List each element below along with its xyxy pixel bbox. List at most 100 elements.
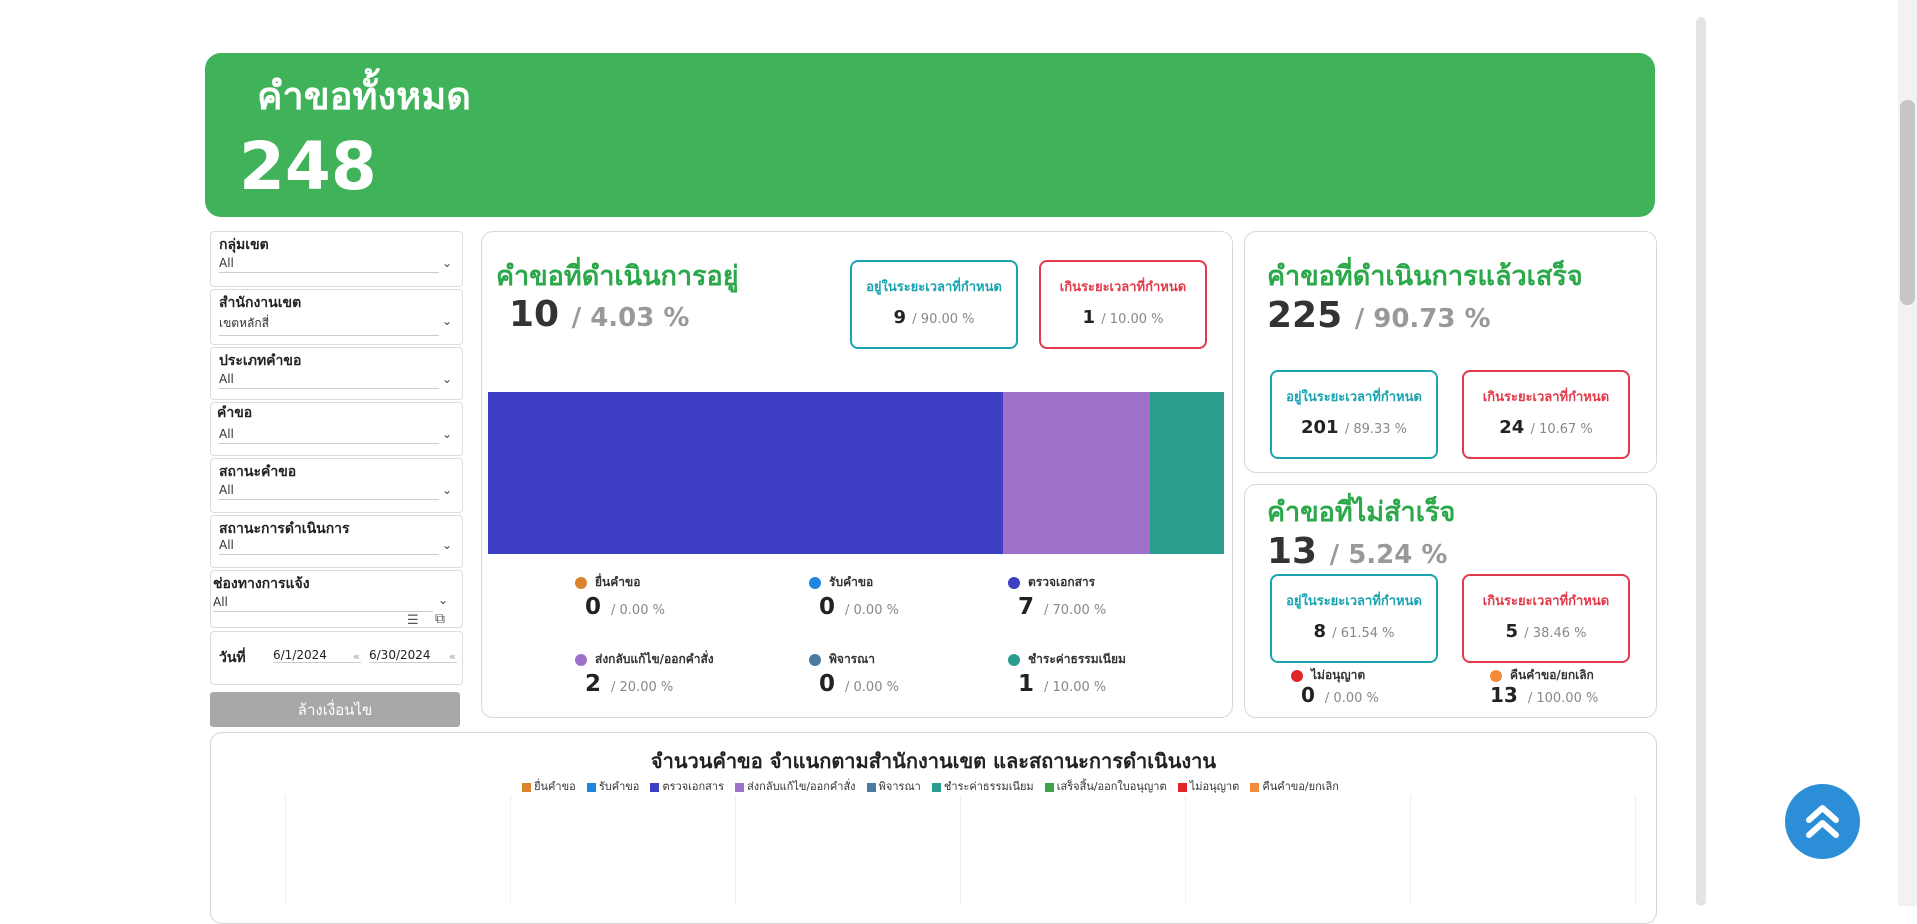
kpi-label: เกินระยะเวลาที่กำหนด — [1482, 594, 1610, 609]
filter-district-office[interactable]: สำนักงานเขต เขตหลักสี่ ⌄ — [210, 289, 463, 345]
chevron-down-icon[interactable]: ⌄ — [441, 483, 452, 497]
filter-channel[interactable]: ช่องทางการแจ้ง All ⌄ ☰ ⧉ — [210, 570, 463, 628]
bar-segment-fee-payment[interactable] — [1150, 392, 1224, 554]
legend-value: 0 / 0.00 % — [819, 594, 899, 620]
chart-legend-item[interactable]: เสร็จสิ้น/ออกใบอนุญาต — [1044, 777, 1167, 795]
chevron-down-icon[interactable]: ⌄ — [441, 538, 452, 552]
completed-title: คำขอที่ดำเนินการแล้วเสร็จ — [1267, 261, 1583, 292]
total-requests-card: คำขอทั้งหมด 248 — [205, 53, 1655, 217]
legend-value: 13 / 100.00 % — [1490, 683, 1598, 707]
failed-over-card: เกินระยะเวลาที่กำหนด 5 / 38.46 % — [1462, 574, 1630, 663]
filter-icon[interactable]: ☰ — [407, 613, 419, 628]
filter-district-group[interactable]: กลุ่มเขต All ⌄ — [210, 231, 463, 287]
legend-receive: รับคำขอ 0 / 0.00 % — [809, 572, 899, 620]
legend-value: 2 / 20.00 % — [585, 671, 673, 697]
legend-dot — [1008, 653, 1020, 666]
filter-date[interactable]: วันที่ 6/1/2024 « 6/30/2024 « — [210, 631, 463, 685]
district-status-chart: จำนวนคำขอ จำแนกตามสำนักงานเขต และสถานะกา… — [210, 732, 1657, 924]
kpi-label: เกินระยะเวลาที่กำหนด — [1059, 280, 1187, 295]
chart-legend-item[interactable]: ตรวจเอกสาร — [650, 777, 724, 795]
filter-label: สำนักงานเขต — [219, 295, 302, 311]
legend-submit: ยื่นคำขอ 0 / 0.00 % — [575, 572, 665, 620]
legend-dot — [809, 576, 821, 589]
chart-legend-item[interactable]: พิจารณา — [866, 777, 921, 795]
legend-consider: พิจารณา 0 / 0.00 % — [809, 649, 899, 697]
report-scrollbar[interactable] — [1696, 17, 1706, 906]
bar-segment-returned[interactable] — [1003, 392, 1150, 554]
kpi-label: เกินระยะเวลาที่กำหนด — [1482, 390, 1610, 405]
chart-title: จำนวนคำขอ จำแนกตามสำนักงานเขต และสถานะกา… — [650, 749, 1217, 773]
legend-count: 1 — [1018, 671, 1035, 697]
legend-name: รับคำขอ — [829, 575, 874, 589]
legend-name: ยื่นคำขอ — [595, 575, 641, 589]
filter-request-type[interactable]: ประเภทคำขอ All ⌄ — [210, 347, 463, 400]
chevron-down-icon[interactable]: ⌄ — [441, 256, 452, 270]
expand-icon[interactable]: ⧉ — [435, 611, 445, 627]
date-end-input[interactable]: 6/30/2024 — [369, 648, 457, 663]
chart-legend-item[interactable]: ชำระค่าธรรมเนียม — [931, 777, 1034, 795]
kpi-value: 201 / 89.33 % — [1272, 417, 1436, 438]
kpi-count: 201 — [1300, 417, 1339, 438]
kpi-pct: / 90.00 % — [912, 312, 975, 327]
filter-value: All — [219, 538, 439, 555]
kpi-count: 8 — [1313, 621, 1327, 642]
filter-value: All — [219, 483, 439, 500]
legend-not-allowed: ไม่อนุญาต 0 / 0.00 % — [1291, 665, 1379, 707]
completed-panel: คำขอที่ดำเนินการแล้วเสร็จ 225 / 90.73 % … — [1244, 231, 1657, 473]
legend-dot — [809, 653, 821, 666]
calendar-icon[interactable]: « — [449, 650, 456, 663]
date-start-input[interactable]: 6/1/2024 — [273, 648, 361, 663]
chart-legend: ยื่นคำขอ รับคำขอ ตรวจเอกสาร ส่งกลับแก้ไข… — [211, 775, 1656, 795]
filter-operation-status[interactable]: สถานะการดำเนินการ All ⌄ — [210, 515, 463, 568]
bar-segment-document-check[interactable] — [488, 392, 1003, 554]
legend-count: 13 — [1490, 683, 1518, 707]
chart-legend-item[interactable]: คืนคำขอ/ยกเลิก — [1250, 777, 1339, 795]
filter-request[interactable]: คำขอ All ⌄ — [210, 402, 463, 456]
chart-legend-item[interactable]: ไม่อนุญาต — [1177, 777, 1239, 795]
legend-dot — [1291, 669, 1303, 682]
kpi-count: 9 — [893, 307, 907, 328]
in-progress-within-card: อยู่ในระยะเวลาที่กำหนด 9 / 90.00 % — [850, 260, 1018, 349]
calendar-icon[interactable]: « — [353, 650, 360, 663]
legend-value: 1 / 10.00 % — [1018, 671, 1106, 697]
chevron-down-icon[interactable]: ⌄ — [441, 314, 452, 328]
chevron-down-icon[interactable]: ⌄ — [441, 427, 452, 441]
chart-gridline — [735, 795, 736, 906]
total-requests-value: 248 — [239, 128, 377, 205]
filter-label: ช่องทางการแจ้ง — [213, 576, 310, 592]
filter-value: All — [219, 256, 439, 273]
chart-gridline — [1635, 795, 1636, 906]
failed-count: 13 — [1267, 531, 1318, 572]
filter-request-status[interactable]: สถานะคำขอ All ⌄ — [210, 458, 463, 513]
filter-label: สถานะการดำเนินการ — [219, 521, 350, 537]
filter-value: เขตหลักสี่ — [219, 314, 439, 336]
failed-within-card: อยู่ในระยะเวลาที่กำหนด 8 / 61.54 % — [1270, 574, 1438, 663]
completed-count: 225 — [1267, 295, 1343, 336]
chart-legend-item[interactable]: ยื่นคำขอ — [522, 777, 576, 795]
legend-dot — [1490, 669, 1502, 682]
legend-count: 0 — [819, 594, 836, 620]
in-progress-over-card: เกินระยะเวลาที่กำหนด 1 / 10.00 % — [1039, 260, 1207, 349]
chart-gridline — [1410, 795, 1411, 906]
failed-panel: คำขอที่ไม่สำเร็จ 13 / 5.24 % อยู่ในระยะเ… — [1244, 484, 1657, 718]
page-scrollbar-thumb[interactable] — [1900, 100, 1915, 305]
kpi-value: 9 / 90.00 % — [852, 307, 1016, 328]
chart-legend-item[interactable]: ส่งกลับแก้ไข/ออกคำสั่ง — [735, 777, 856, 795]
kpi-label: อยู่ในระยะเวลาที่กำหนด — [1286, 594, 1422, 609]
clear-filters-button[interactable]: ล้างเงื่อนไข — [210, 692, 460, 727]
kpi-pct: / 10.67 % — [1530, 422, 1593, 437]
chevron-down-icon[interactable]: ⌄ — [441, 372, 452, 386]
legend-pct: / 10.00 % — [1044, 680, 1107, 695]
scroll-to-top-button[interactable] — [1785, 784, 1860, 859]
completed-value: 225 / 90.73 % — [1267, 295, 1491, 336]
chart-legend-item[interactable]: รับคำขอ — [586, 777, 639, 795]
legend-value: 0 / 0.00 % — [585, 594, 665, 620]
chevron-down-icon[interactable]: ⌄ — [437, 593, 448, 607]
legend-returned: ส่งกลับแก้ไข/ออกคำสั่ง 2 / 20.00 % — [575, 649, 714, 697]
kpi-pct: / 61.54 % — [1332, 626, 1395, 641]
legend-name: ส่งกลับแก้ไข/ออกคำสั่ง — [595, 652, 714, 666]
legend-count: 2 — [585, 671, 602, 697]
legend-returned-cancelled: คืนคำขอ/ยกเลิก 13 / 100.00 % — [1490, 665, 1598, 707]
legend-pct: / 0.00 % — [611, 603, 665, 618]
legend-fee-payment: ชำระค่าธรรมเนียม 1 / 10.00 % — [1008, 649, 1126, 697]
